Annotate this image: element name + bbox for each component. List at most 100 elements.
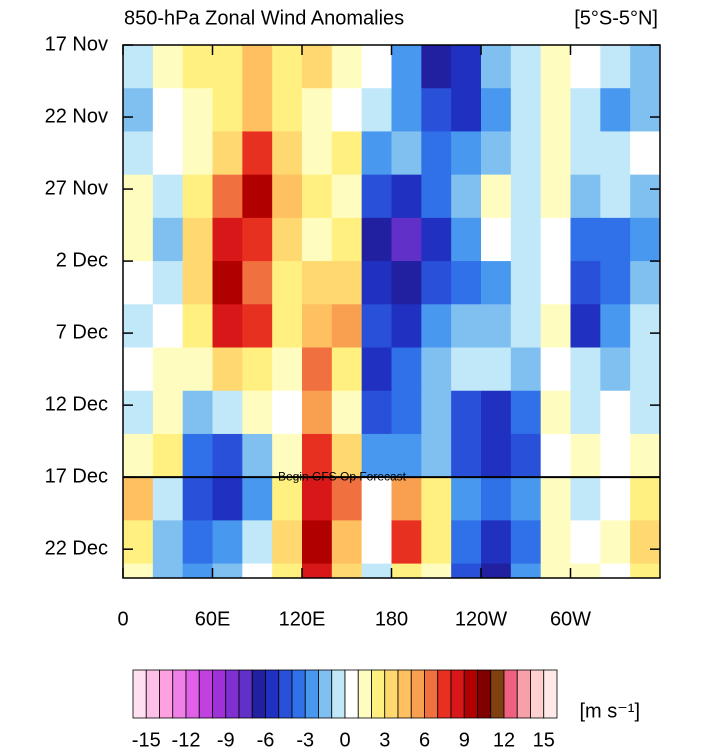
heat-cell	[123, 45, 154, 89]
heat-cell	[242, 174, 273, 219]
heat-cell	[451, 563, 482, 578]
heat-cell	[123, 563, 154, 578]
heat-cell	[302, 131, 333, 176]
heat-cell	[212, 174, 243, 219]
heat-cell	[600, 563, 631, 578]
heat-cell	[600, 347, 631, 392]
heat-cell	[540, 131, 571, 176]
heat-cell	[510, 563, 542, 578]
heat-cell	[570, 217, 601, 262]
heat-cell	[302, 520, 333, 565]
colorbar-label: [m s⁻¹]	[579, 700, 640, 722]
y-tick-label: 7 Dec	[56, 321, 108, 343]
heat-cell	[540, 433, 571, 478]
heat-cell	[361, 131, 392, 176]
heat-cell	[331, 477, 363, 521]
colorbar-box	[371, 669, 386, 719]
heat-cell	[272, 347, 303, 392]
colorbar-box	[198, 669, 213, 719]
heat-cell	[242, 217, 273, 262]
heat-cell	[272, 261, 303, 305]
heat-cell	[391, 390, 422, 435]
heat-cell	[242, 390, 273, 435]
heat-cell	[421, 304, 452, 349]
y-tick-label: 12 Dec	[45, 393, 108, 415]
colorbar-box	[159, 669, 174, 719]
heat-cell	[331, 347, 363, 392]
colorbar-tick-label: 6	[419, 729, 430, 751]
heat-cell	[481, 477, 512, 521]
heat-cell	[182, 433, 213, 478]
heat-cell	[272, 563, 303, 578]
colorbar-box	[384, 669, 399, 719]
heat-cell	[600, 433, 631, 478]
y-tick-label: 17 Dec	[45, 465, 108, 487]
heat-cell	[152, 217, 184, 262]
heat-cell	[361, 174, 392, 219]
colorbar-box	[172, 669, 187, 719]
heat-cell	[361, 520, 392, 565]
heat-cell	[272, 520, 303, 565]
heat-cell	[540, 304, 571, 349]
heat-cell	[451, 217, 482, 262]
colorbar-box	[278, 669, 293, 719]
heat-cell	[540, 347, 571, 392]
heat-cell	[272, 88, 303, 132]
heat-cell	[510, 88, 542, 132]
colorbar-tick-label: 3	[379, 729, 390, 751]
heat-cell	[331, 217, 363, 262]
region-label: [5°S-5°N]	[574, 7, 658, 29]
heat-cell	[570, 433, 601, 478]
colorbar-box	[463, 669, 478, 719]
heat-cell	[600, 520, 631, 565]
heat-cell	[302, 88, 333, 132]
heat-cell	[570, 261, 601, 305]
heat-cell	[123, 347, 154, 392]
heat-cell	[152, 131, 184, 176]
heat-cell	[570, 477, 601, 521]
y-tick-label: 2 Dec	[56, 249, 108, 271]
heat-cell	[331, 433, 363, 478]
heat-cell	[152, 174, 184, 219]
heat-cell	[600, 88, 631, 132]
heat-cell	[391, 347, 422, 392]
heat-cell	[242, 304, 273, 349]
heat-cell	[421, 390, 452, 435]
heat-cell	[421, 261, 452, 305]
heat-cell	[510, 45, 542, 89]
heat-cell	[600, 390, 631, 435]
heat-cell	[540, 390, 571, 435]
x-tick-label: 60E	[195, 608, 231, 630]
heat-cell	[272, 433, 303, 478]
colorbar-box	[225, 669, 240, 719]
heat-cell	[212, 45, 243, 89]
heat-cell	[152, 390, 184, 435]
heat-cell	[152, 520, 184, 565]
colorbar-tick-label: 15	[533, 729, 555, 751]
heat-cell	[421, 347, 452, 392]
heat-cell	[152, 433, 184, 478]
heat-cell	[212, 390, 243, 435]
heat-cell	[152, 45, 184, 89]
heat-cell	[212, 88, 243, 132]
heat-cell	[182, 261, 213, 305]
heat-cell	[302, 347, 333, 392]
heat-cell	[242, 433, 273, 478]
heat-cell	[272, 217, 303, 262]
heat-cell	[302, 174, 333, 219]
colorbar-box	[145, 669, 160, 719]
heat-cell	[212, 563, 243, 578]
heat-cell	[272, 131, 303, 176]
heat-cell	[570, 174, 601, 219]
heat-cell	[391, 131, 422, 176]
heat-cell	[212, 261, 243, 305]
heat-cell	[451, 261, 482, 305]
heat-cell	[540, 261, 571, 305]
heat-cell	[540, 45, 571, 89]
heat-cell	[302, 390, 333, 435]
heat-cell	[182, 174, 213, 219]
heat-cell	[481, 304, 512, 349]
colorbar-box	[530, 669, 545, 719]
colorbar-box	[516, 669, 531, 719]
heat-cell	[123, 88, 154, 132]
